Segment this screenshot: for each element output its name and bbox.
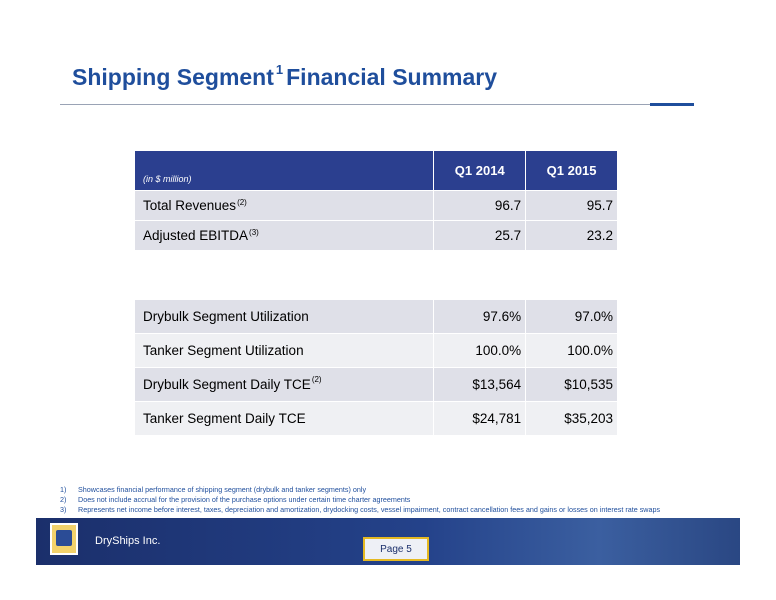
cell-value: $35,203 <box>525 402 617 435</box>
row-label-text: Drybulk Segment Daily TCE <box>143 377 311 392</box>
row-label-text: Total Revenues <box>143 198 237 213</box>
table-row: Adjusted EBITDA (3) 25.7 23.2 <box>135 221 617 251</box>
row-label: Drybulk Segment Daily TCE (2) <box>135 368 433 401</box>
row-label-text: Tanker Segment Utilization <box>143 343 304 358</box>
cell-value: 97.0% <box>525 300 617 333</box>
financial-table: (in $ million) Q1 2014 Q1 2015 Total Revenu… <box>135 151 617 251</box>
row-label: Tanker Segment Utilization <box>135 334 433 367</box>
row-note: (2) <box>237 198 247 207</box>
table-row: Tanker Segment Daily TCE $24,781 $35,203 <box>135 402 617 436</box>
table-row: Total Revenues (2) 96.7 95.7 <box>135 191 617 221</box>
cell-value: 100.0% <box>525 334 617 367</box>
footnote-marker: 2) <box>60 495 67 504</box>
title-rule <box>60 104 650 105</box>
row-note: (3) <box>249 228 259 237</box>
cell-value: $10,535 <box>525 368 617 401</box>
cell-value: 95.7 <box>525 191 617 220</box>
title-sup: 1 <box>275 62 284 78</box>
cell-value: $24,781 <box>433 402 525 435</box>
column-header: Q1 2014 <box>433 151 525 190</box>
title: Shipping Segment 1 Financial Summary <box>72 62 498 91</box>
cell-value: $13,564 <box>433 368 525 401</box>
table-row: Tanker Segment Utilization 100.0% 100.0% <box>135 334 617 368</box>
unit-note: (in $ million) <box>143 174 192 184</box>
footnote-marker: 3) <box>60 505 67 514</box>
footnote: 2) Does not include accrual for the provi… <box>60 495 660 505</box>
title-rule-accent <box>650 103 694 106</box>
title-rest: Financial Summary <box>286 64 498 90</box>
footnotes: 1) Showcases financial performance of shi… <box>60 485 660 515</box>
cell-value: 23.2 <box>525 221 617 250</box>
table-row: Drybulk Segment Utilization 97.6% 97.0% <box>135 300 617 334</box>
footnote: 3) Represents net income before interest,… <box>60 505 660 515</box>
page-number: Page 5 <box>363 537 429 561</box>
cell-value: 100.0% <box>433 334 525 367</box>
footnote-marker: 1) <box>60 485 67 494</box>
operational-table: Drybulk Segment Utilization 97.6% 97.0% Tan… <box>135 300 617 436</box>
footnote-text: Showcases financial performance of shipp… <box>78 485 367 494</box>
row-label-text: Adjusted EBITDA <box>143 228 249 243</box>
cell-value: 25.7 <box>433 221 525 250</box>
company: DryShips Inc. <box>95 535 161 547</box>
logo-mark <box>56 530 72 546</box>
row-label-text: Tanker Segment Daily TCE <box>143 411 306 426</box>
title-text: Shipping Segment <box>72 64 274 90</box>
row-label-text: Drybulk Segment Utilization <box>143 309 309 324</box>
footnote-text: Represents net income before interest, t… <box>78 505 661 514</box>
footnote: 1) Showcases financial performance of shi… <box>60 485 660 495</box>
row-label: Drybulk Segment Utilization <box>135 300 433 333</box>
footnote-text: Does not include accrual for the provisi… <box>78 495 411 504</box>
table-row: Drybulk Segment Daily TCE (2) $13,564 $10,5… <box>135 368 617 402</box>
row-label: Adjusted EBITDA (3) <box>135 221 433 250</box>
column-header: Q1 2015 <box>525 151 617 190</box>
row-note: (2) <box>311 375 322 384</box>
row-label: Tanker Segment Daily TCE <box>135 402 433 435</box>
cell-value: 97.6% <box>433 300 525 333</box>
row-label: Total Revenues (2) <box>135 191 433 220</box>
cell-value: 96.7 <box>433 191 525 220</box>
header-row: (in $ million) Q1 2014 Q1 2015 <box>135 151 617 191</box>
